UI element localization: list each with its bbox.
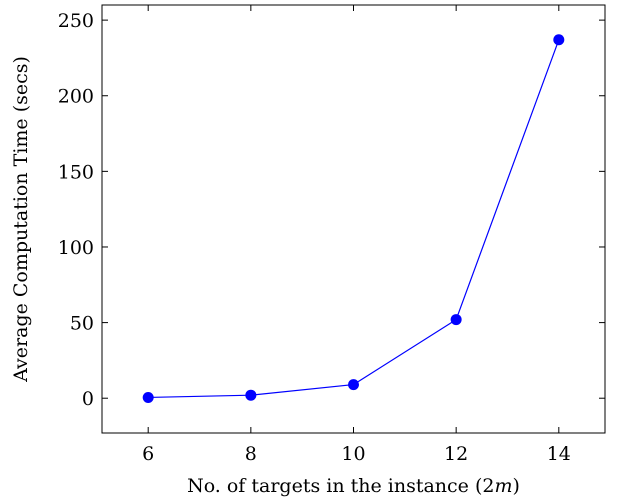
x-axis-label: No. of targets in the instance (2m) xyxy=(187,475,520,497)
plot-frame xyxy=(101,4,606,434)
y-tick-label: 200 xyxy=(58,86,94,108)
x-tick-label: 6 xyxy=(142,443,154,465)
x-tick-label: 10 xyxy=(341,443,365,465)
y-tick-label: 100 xyxy=(58,237,94,259)
x-axis-label-var: m xyxy=(494,475,512,497)
y-tick-label: 250 xyxy=(58,10,94,32)
x-axis-label-prefix: No. of targets in the instance (2 xyxy=(187,475,494,497)
x-tick-label: 8 xyxy=(245,443,257,465)
data-point xyxy=(553,34,565,46)
data-point xyxy=(348,379,359,391)
y-axis-label: Average Computation Time (secs) xyxy=(10,56,32,383)
x-tick-label: 14 xyxy=(547,443,571,465)
x-axis-ticks: 6 8 10 12 14 xyxy=(142,5,571,465)
series-points xyxy=(142,34,565,403)
data-point xyxy=(245,389,257,401)
data-point xyxy=(450,314,462,326)
y-axis-ticks: 0 50 100 150 200 250 xyxy=(58,10,605,410)
x-tick-label: 12 xyxy=(444,443,468,465)
x-axis-label-suffix: ) xyxy=(513,475,520,497)
series-line xyxy=(148,39,560,399)
y-tick-label: 150 xyxy=(58,161,94,183)
y-tick-label: 0 xyxy=(82,388,94,410)
data-point xyxy=(142,391,154,403)
y-tick-label: 50 xyxy=(70,313,94,335)
